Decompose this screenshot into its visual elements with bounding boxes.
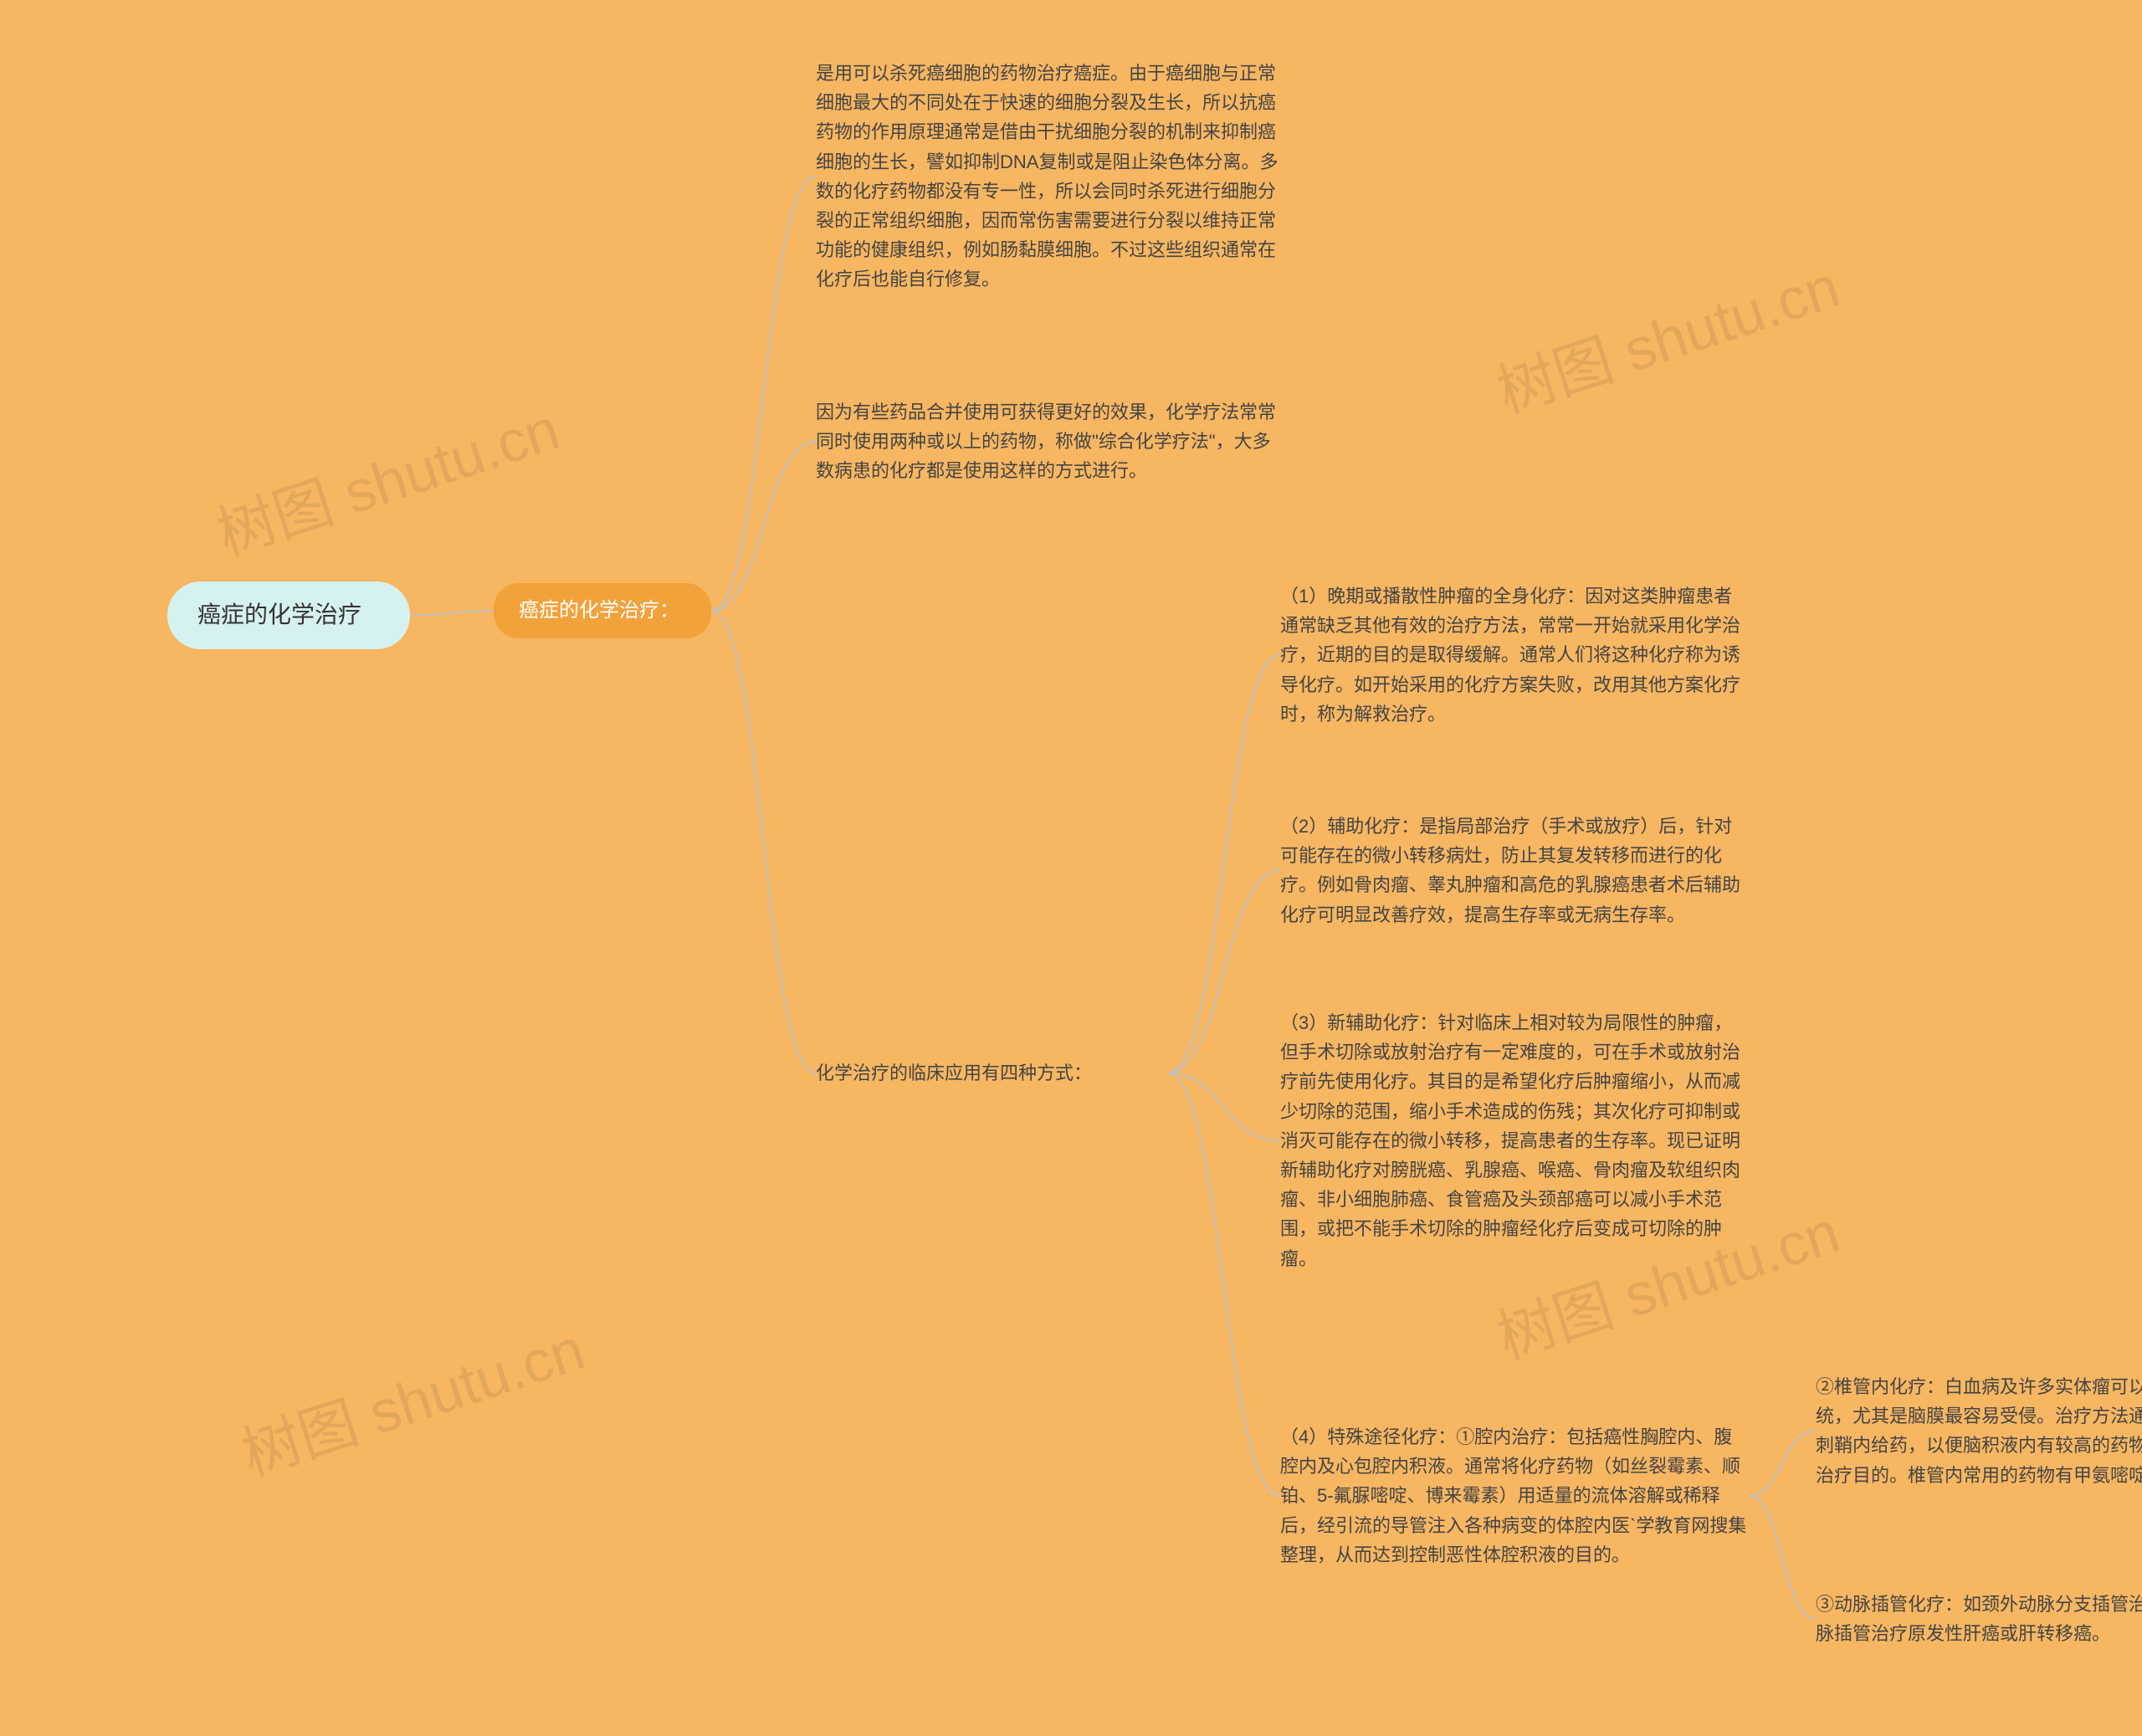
leaf-route-intrathecal[interactable]: ②椎管内化疗：白血病及许多实体瘤可以侵犯中枢神经系统，尤其是脑膜最容易受侵。治疗… (1816, 1372, 2142, 1490)
leaf-route-arterial[interactable]: ③动脉插管化疗：如颈外动脉分支插管治疗头颈癌，肝动脉插管治疗原发性肝癌或肝转移癌… (1816, 1590, 2142, 1648)
branch-node-chemo[interactable]: 癌症的化学治疗： (494, 583, 711, 638)
mindmap-canvas: 癌症的化学治疗 癌症的化学治疗： 是用可以杀死癌细胞的药物治疗癌症。由于癌细胞与… (0, 0, 2142, 1736)
leaf-definition[interactable]: 是用可以杀死癌细胞的药物治疗癌症。由于癌细胞与正常细胞最大的不同处在于快速的细胞… (816, 59, 1284, 294)
watermark: 树图 shutu.cn (230, 1303, 594, 1493)
root-node[interactable]: 癌症的化学治疗 (167, 581, 410, 649)
leaf-application-1[interactable]: （1）晚期或播散性肿瘤的全身化疗：因对这类肿瘤患者通常缺乏其他有效的治疗方法，常… (1280, 581, 1749, 729)
leaf-application-4[interactable]: （4）特殊途径化疗：①腔内治疗：包括癌性胸腔内、腹腔内及心包腔内积液。通常将化疗… (1280, 1422, 1749, 1570)
branch-clinical-applications[interactable]: 化学治疗的临床应用有四种方式： (816, 1058, 1167, 1088)
watermark: 树图 shutu.cn (205, 382, 569, 572)
leaf-combination[interactable]: 因为有些药品合并使用可获得更好的效果，化学疗法常常同时使用两种或以上的药物，称做… (816, 397, 1284, 486)
leaf-application-3[interactable]: （3）新辅助化疗：针对临床上相对较为局限性的肿瘤，但手术切除或放射治疗有一定难度… (1280, 1008, 1749, 1273)
leaf-application-2[interactable]: （2）辅助化疗：是指局部治疗（手术或放疗）后，针对可能存在的微小转移病灶，防止其… (1280, 812, 1749, 929)
watermark: 树图 shutu.cn (1485, 240, 1849, 430)
